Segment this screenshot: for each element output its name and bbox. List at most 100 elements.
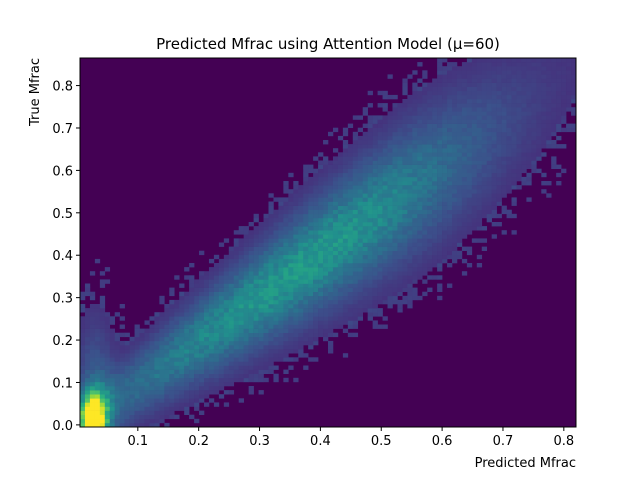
heatmap-cell [179,299,185,305]
heatmap-cell [352,201,359,206]
heatmap-cell [452,230,458,235]
heatmap-cell [407,172,413,178]
heatmap-cell [357,275,364,280]
heatmap-cell [427,103,433,108]
heatmap-cell [402,152,408,157]
heatmap-cell [466,168,473,174]
heatmap-cell [258,361,264,366]
heatmap-cell [213,312,220,317]
heatmap-cell [208,291,215,297]
heatmap-cell [452,172,458,178]
heatmap-cell [144,418,150,424]
heatmap-cell [362,222,368,227]
heatmap-cell [208,369,215,374]
heatmap-cell [461,70,468,75]
heatmap-cell [233,299,240,305]
heatmap-cell [298,263,304,268]
heatmap-cell [159,332,165,338]
heatmap-cell [194,349,200,354]
heatmap-cell [194,299,200,305]
heatmap-cell [184,295,190,301]
heatmap-cell [402,275,408,280]
heatmap-cell [456,197,463,202]
heatmap-cell [109,345,116,350]
heatmap-cell [387,291,393,297]
heatmap-cell [377,279,383,284]
heatmap-cell [303,312,309,317]
heatmap-cell [298,291,304,297]
heatmap-cell [357,185,364,190]
heatmap-cell [437,144,443,149]
heatmap-cell [298,250,304,256]
heatmap-cell [531,103,537,108]
heatmap-cell [442,209,448,215]
heatmap-cell [273,283,279,288]
heatmap-cell [417,201,423,206]
heatmap-cell [392,238,398,243]
heatmap-cell [213,361,220,366]
heatmap-cell [432,90,438,96]
heatmap-cell [283,377,289,383]
heatmap-cell [228,377,235,383]
heatmap-cell [531,152,537,157]
heatmap-cell [243,263,249,268]
heatmap-cell [372,197,378,202]
heatmap-cell [174,320,180,325]
heatmap-cell [461,94,468,100]
heatmap-cell [422,144,428,149]
heatmap-cell [288,299,294,305]
heatmap-cell [526,148,532,153]
heatmap-cell [392,135,398,141]
heatmap-cell [422,152,428,157]
heatmap-cell [139,410,145,415]
heatmap-cell [263,246,269,251]
heatmap-cell [456,74,463,79]
heatmap-cell [233,246,240,251]
heatmap-cell [189,349,195,354]
heatmap-cell [94,336,101,342]
heatmap-cell [323,209,329,215]
heatmap-cell [357,164,364,169]
heatmap-cell [486,86,492,92]
heatmap-cell [412,111,418,116]
heatmap-cell [139,422,145,428]
heatmap-cell [189,365,195,370]
heatmap-cell [283,181,289,186]
heatmap-cell [154,353,160,358]
heatmap-cell [337,185,344,190]
heatmap-cell [357,135,364,141]
heatmap-cell [382,283,388,288]
heatmap-cell [94,381,101,387]
heatmap-cell [347,172,354,178]
heatmap-cell [561,119,567,124]
heatmap-cell [298,295,304,301]
heatmap-cell [84,386,91,391]
heatmap-cell [432,168,438,174]
heatmap-cell [233,369,240,374]
heatmap-cell [496,123,502,128]
heatmap-cell [313,308,319,313]
heatmap-cell [471,135,478,141]
heatmap-cell [506,164,512,169]
heatmap-cell [402,217,408,223]
heatmap-cell [427,234,433,239]
heatmap-cell [342,213,349,219]
heatmap-cell [377,123,383,128]
heatmap-cell [481,119,488,124]
heatmap-cell [328,234,334,239]
heatmap-cell [337,135,344,141]
heatmap-cell [516,103,522,108]
heatmap-cell [357,287,364,292]
heatmap-cell [387,144,393,149]
heatmap-cell [466,160,473,165]
heatmap-cell [412,127,418,133]
heatmap-cell [372,271,378,276]
heatmap-cell [298,258,304,264]
heatmap-cell [437,172,443,178]
heatmap-cell [407,74,413,79]
heatmap-cell [491,205,497,210]
heatmap-cell [432,123,438,128]
heatmap-cell [432,201,438,206]
heatmap-cell [486,82,492,87]
heatmap-cell [412,82,418,87]
